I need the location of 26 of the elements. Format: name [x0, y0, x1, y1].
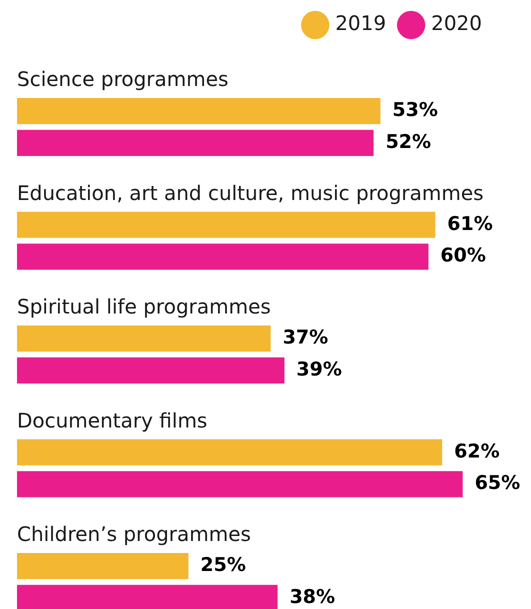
y-tick-label: Spiritual life programmes [17, 294, 271, 319]
bar [17, 357, 284, 384]
bar [17, 98, 380, 124]
y-tick-label: Science programmes [17, 67, 228, 92]
data-label: 53% [392, 99, 438, 122]
data-label: 62% [454, 440, 500, 462]
data-label: 37% [282, 326, 328, 349]
data-label: 60% [440, 244, 486, 267]
data-label: 39% [296, 358, 342, 380]
legend-label: 2019 [335, 11, 386, 36]
bar [17, 553, 188, 580]
data-label: 65% [474, 472, 520, 494]
bar [17, 212, 436, 238]
bar [17, 439, 442, 466]
legend-label: 2020 [431, 11, 482, 36]
y-tick-label: Education, art and culture, music programmes [17, 180, 484, 205]
data-label: 38% [290, 586, 336, 608]
y-tick-label: Children’s programmes [17, 522, 251, 546]
bar [17, 326, 271, 352]
bar [17, 244, 428, 270]
data-label: 52% [386, 130, 432, 153]
y-tick-label: Documentary films [17, 408, 208, 432]
bar [17, 130, 374, 156]
data-label: 25% [200, 554, 246, 576]
bar [17, 471, 463, 498]
data-label: 61% [447, 212, 493, 235]
